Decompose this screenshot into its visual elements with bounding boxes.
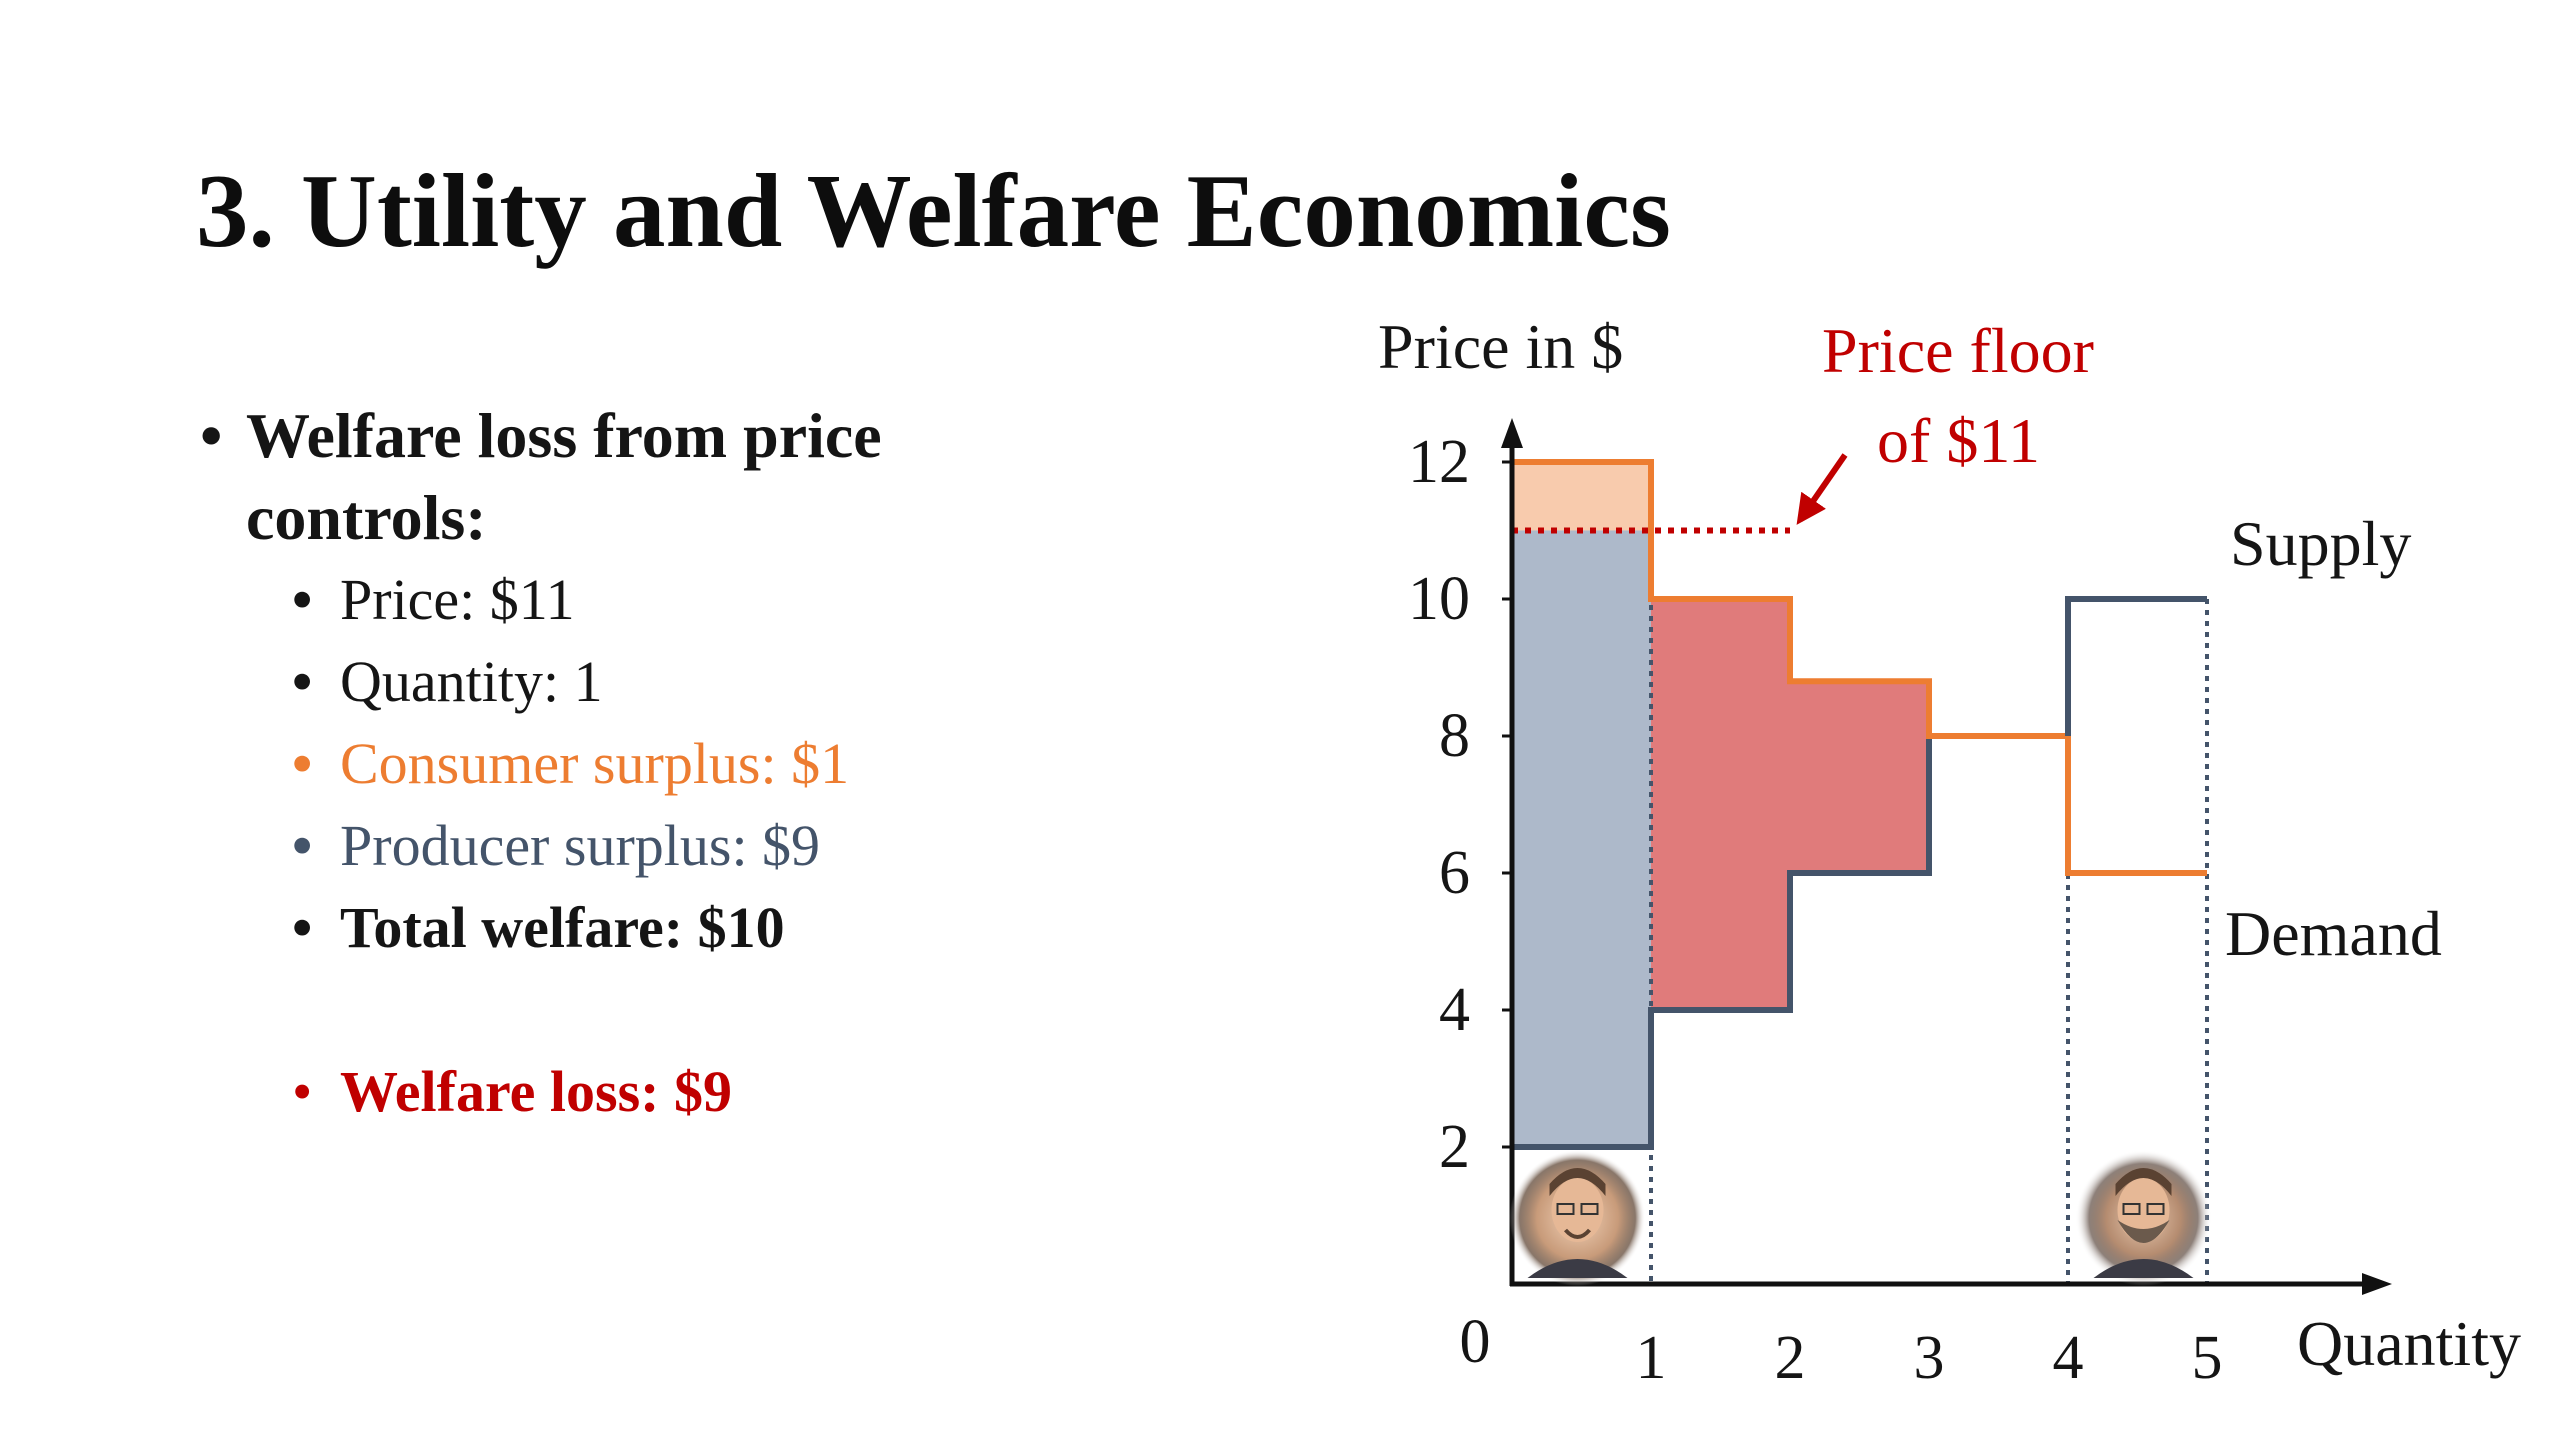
buyer-avatar-hair (1549, 1168, 1606, 1196)
bullet-dot: • (292, 895, 313, 960)
price-floor-arrow (1796, 453, 1848, 525)
seller-avatar-hair (2115, 1168, 2172, 1196)
price-floor-label-line2: of $11 (1877, 405, 2040, 476)
slide-title: 3. Utility and Welfare Economics (196, 152, 1671, 269)
supply-label: Supply (2230, 508, 2411, 579)
y-tick-label: 10 (1408, 565, 1470, 633)
y-tick-label: 6 (1439, 839, 1470, 907)
seller-avatar-glasses-right (2146, 1203, 2165, 1215)
bullet-list: • Welfare loss from price controls: • Pri… (200, 395, 1100, 1133)
bullet-dot: • (200, 400, 223, 471)
x-tick-label: 1 (1636, 1324, 1667, 1392)
y-tick-label: 8 (1439, 702, 1470, 770)
producer-surplus-area (1512, 530, 1651, 1147)
sub-bullet-text: Quantity: 1 (340, 649, 603, 714)
buyer-avatar-face (1551, 1178, 1604, 1242)
origin-label: 0 (1460, 1308, 1491, 1376)
welfare-loss-text: Welfare loss: $9 (340, 1059, 732, 1124)
welfare-loss-area (1651, 599, 1790, 1010)
buyer-avatar-mustache (1563, 1228, 1592, 1239)
y-tick-label: 12 (1408, 428, 1470, 496)
bullet-dot: • (292, 649, 313, 714)
buyer-avatar-shoulders (1527, 1259, 1628, 1278)
bullet-main: • Welfare loss from price controls: (200, 395, 1100, 559)
buyer-avatar-glasses-right (1580, 1203, 1599, 1215)
bullet-dot: • (292, 1059, 313, 1124)
y-tick-label: 4 (1439, 976, 1470, 1044)
sub-bullet-item: • Quantity: 1 (200, 641, 1100, 723)
bullet-dot: • (292, 813, 313, 878)
sub-bullet-item: • Producer surplus: $9 (200, 805, 1100, 887)
sub-bullet-item: • Consumer surplus: $1 (200, 723, 1100, 805)
sub-bullet-item: • Price: $11 (200, 559, 1100, 641)
x-axis-arrowhead (2362, 1273, 2392, 1295)
bullet-dot: • (292, 731, 313, 796)
seller-avatar-glasses-left (2122, 1203, 2141, 1215)
x-tick-label: 4 (2053, 1324, 2084, 1392)
price-floor-label: Price floor (1822, 315, 2094, 386)
sub-bullet-text: Total welfare: $10 (340, 895, 785, 960)
y-axis-label: Price in $ (1378, 311, 1623, 382)
seller-avatar-face (2117, 1178, 2170, 1242)
x-tick-label: 3 (1914, 1324, 1945, 1392)
bullet-dot: • (292, 567, 313, 632)
welfare-loss-bullet: • Welfare loss: $9 (200, 1051, 1100, 1133)
bullet-main-text: Welfare loss from price controls: (246, 400, 882, 553)
consumer-surplus-area (1512, 462, 1651, 531)
sub-bullet-text: Producer surplus: $9 (340, 813, 821, 878)
x-tick-label: 5 (2192, 1324, 2223, 1392)
x-axis-label: Quantity (2297, 1308, 2521, 1379)
sub-bullet-list: • Price: $11 • Quantity: 1 • Consumer surplus… (200, 559, 1100, 969)
buyer-avatar-glasses-left (1556, 1203, 1575, 1215)
y-tick-label: 2 (1439, 1113, 1470, 1181)
sub-bullet-item: • Total welfare: $10 (200, 887, 1100, 969)
welfare-loss-area (1790, 681, 1929, 873)
x-tick-label: 2 (1775, 1324, 1806, 1392)
sub-bullet-text: Price: $11 (340, 567, 575, 632)
seller-avatar-beard (2117, 1220, 2170, 1243)
demand-label: Demand (2225, 898, 2442, 969)
seller-avatar-shoulders (2093, 1259, 2194, 1278)
sub-bullet-text: Consumer surplus: $1 (340, 731, 850, 796)
y-axis-arrowhead (1501, 418, 1523, 448)
